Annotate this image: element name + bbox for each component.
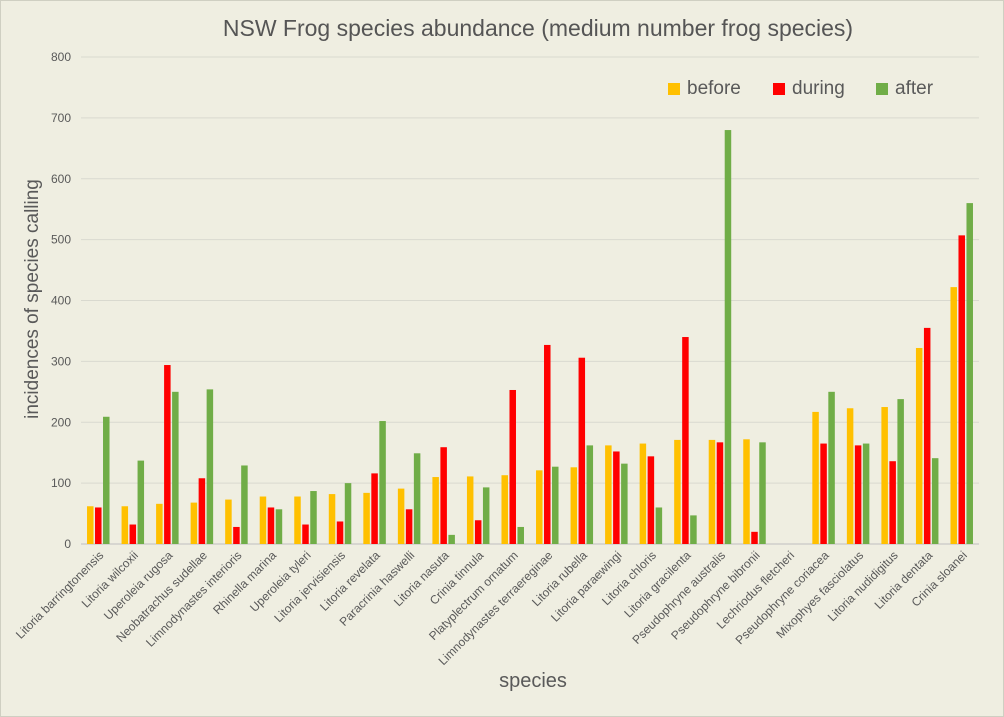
- x-tick-label: Litoria revelata: [317, 548, 383, 614]
- bar-during: [854, 445, 862, 544]
- bar-during: [164, 365, 171, 544]
- bar-before: [294, 496, 301, 544]
- bar-during: [371, 473, 378, 544]
- bar-during: [682, 337, 689, 544]
- bar-after: [897, 399, 904, 544]
- y-tick-label: 700: [51, 111, 71, 125]
- y-tick-label: 0: [64, 537, 71, 551]
- y-axis-label: incidences of species calling: [22, 179, 43, 419]
- bar-during: [751, 531, 758, 544]
- bar-during: [820, 443, 827, 544]
- bar-before: [743, 439, 750, 544]
- y-tick-label: 200: [51, 415, 71, 429]
- bar-after: [586, 445, 594, 544]
- bar-after: [344, 483, 352, 544]
- bar-during: [716, 442, 724, 544]
- bar-during: [198, 478, 206, 544]
- bar-during: [336, 521, 344, 544]
- bar-after: [931, 458, 939, 544]
- bar-before: [605, 445, 612, 544]
- legend-item-after: after: [876, 77, 933, 101]
- bar-after: [206, 389, 214, 544]
- bar-before: [950, 287, 957, 544]
- bar-before: [259, 496, 267, 544]
- bar-after: [103, 416, 110, 544]
- bar-during: [302, 524, 309, 544]
- legend-label-before: before: [687, 78, 741, 99]
- bar-after: [172, 391, 179, 544]
- bar-after: [310, 491, 317, 544]
- chart-title: NSW Frog species abundance (medium numbe…: [222, 15, 854, 41]
- bar-after: [759, 442, 766, 544]
- bar-during: [544, 344, 551, 544]
- bar-during: [474, 520, 482, 544]
- bar-before: [639, 443, 647, 544]
- bar-during: [95, 507, 102, 544]
- bar-before: [915, 347, 923, 544]
- y-tick-label: 800: [51, 50, 71, 64]
- bar-before: [190, 502, 198, 544]
- legend-item-before: before: [668, 77, 741, 101]
- bar-before: [363, 492, 370, 544]
- bar-during: [509, 389, 516, 544]
- bar-before: [674, 439, 681, 544]
- bar-after: [241, 465, 248, 544]
- bar-after: [137, 460, 145, 544]
- bar-before: [846, 408, 854, 544]
- bar-during: [129, 524, 137, 544]
- bar-before: [121, 506, 129, 544]
- bar-during: [889, 461, 896, 544]
- bar-before: [570, 467, 578, 544]
- bar-during: [958, 235, 965, 544]
- y-tick-label: 100: [51, 476, 71, 490]
- bar-before: [397, 488, 405, 544]
- bar-after: [482, 487, 490, 544]
- legend-swatch-before: [668, 83, 680, 95]
- bar-before: [432, 477, 439, 544]
- bar-after: [379, 421, 386, 544]
- legend-label-after: after: [895, 78, 934, 99]
- y-tick-label: 600: [51, 172, 71, 186]
- bar-before: [812, 411, 819, 544]
- bar-before: [708, 439, 716, 544]
- bar-during: [613, 451, 620, 544]
- legend-swatch-during: [773, 83, 785, 95]
- bar-before: [881, 407, 888, 544]
- bar-before: [501, 475, 508, 544]
- y-tick-label: 500: [51, 233, 71, 247]
- bar-after: [621, 463, 628, 544]
- bar-before: [156, 503, 163, 544]
- bar-after: [275, 509, 283, 544]
- bar-after: [828, 391, 835, 544]
- legend-item-during: during: [773, 77, 845, 101]
- bar-during: [267, 507, 275, 544]
- bar-before: [225, 499, 232, 544]
- bar-during: [647, 456, 655, 544]
- bar-during: [405, 509, 413, 544]
- bar-after: [690, 515, 697, 544]
- bar-after: [413, 453, 421, 544]
- bar-before: [328, 494, 336, 544]
- bar-after: [724, 130, 732, 545]
- x-axis-label: species: [499, 670, 567, 692]
- y-tick-label: 300: [51, 354, 71, 368]
- bar-after: [862, 443, 870, 544]
- bar-after: [517, 526, 524, 544]
- bar-after: [655, 507, 663, 544]
- bar-during: [440, 447, 447, 544]
- bar-after: [448, 534, 455, 544]
- legend-swatch-after: [876, 83, 888, 95]
- legend-label-during: during: [792, 78, 845, 99]
- bar-during: [233, 526, 240, 544]
- bar-during: [578, 357, 586, 544]
- bar-before: [536, 470, 543, 544]
- y-tick-label: 400: [51, 294, 71, 308]
- bar-during: [923, 327, 931, 544]
- bar-before: [466, 476, 474, 544]
- bar-after: [552, 466, 559, 544]
- bar-before: [87, 506, 94, 544]
- bar-after: [966, 203, 973, 544]
